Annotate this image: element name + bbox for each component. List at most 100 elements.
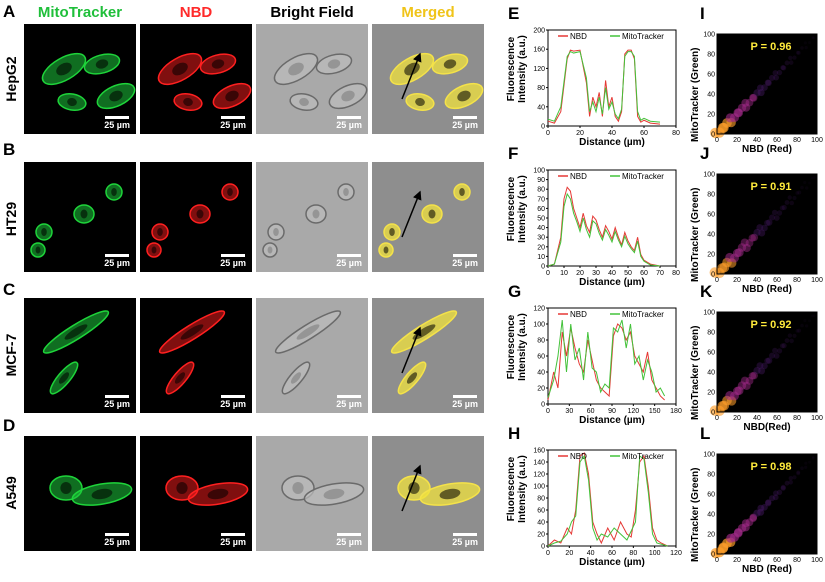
density-mark [772,347,778,354]
density-mark [788,55,793,61]
density-mark [734,248,744,257]
micrograph-a549-merged: 25 µm [372,436,484,551]
panel-letter-i: I [700,4,705,23]
x-axis-label: NBD(Red) [743,422,790,433]
density-mark [810,176,814,180]
density-mark [787,333,793,338]
y-tick-label: 80 [707,192,715,199]
density-mark [750,233,759,242]
panel-letter-f: F [508,144,519,163]
density-mark [812,176,816,179]
scale-bar-line [453,533,478,536]
x-tick-label: 80 [629,550,637,557]
pearson-coefficient: P = 0.91 [750,181,791,193]
x-tick-label: 60 [773,415,781,422]
cell-nucleus [406,372,418,384]
density-mark [766,219,773,226]
x-tick-label: 20 [576,130,584,137]
density-mark [772,70,779,76]
x-tick-label: 90 [608,408,616,415]
density-mark [765,79,772,87]
y-tick-label: 70 [537,196,545,203]
x-tick-label: 10 [560,270,568,277]
x-tick-label: 0 [715,557,719,564]
scale-bar-line [453,116,478,119]
cell-nucleus [341,90,355,102]
x-tick-label: 40 [753,415,761,422]
cell-nucleus [290,372,302,384]
density-mark [792,475,797,480]
scale-bar-line [221,254,246,257]
density-mark [758,229,766,237]
x-tick-label: 0 [715,137,719,144]
density-mark [803,180,807,185]
legend-label: NBD [570,172,587,181]
density-mark [789,200,795,206]
scale-bar: 25 µm [104,254,130,268]
cell-nucleus [56,62,72,76]
scale-bar-label: 25 µm [220,120,246,130]
cell-nucleus [174,372,186,384]
y-tick-label: 20 [707,390,715,397]
cell-nucleus [296,324,320,340]
y-tick-label: 0 [541,264,545,271]
row-label-a549: A549 [3,476,19,510]
heatmap-k: 0 20 40 60 80 100 0 20 40 60 80 100 P = 0.92 NBD(Red) [703,310,823,434]
x-tick-label: 60 [587,408,595,415]
cell-nucleus [95,59,109,69]
y-tick-label: 0 [711,552,715,559]
density-mark [781,204,787,211]
density-mark [745,518,754,527]
density-mark [781,65,787,71]
density-mark [732,248,742,258]
density-mark [789,338,794,344]
cell-nucleus [267,246,273,254]
x-tick-label: 60 [773,557,781,564]
y-axis-label: Fluorescence Intensity (a.u.) [506,35,528,103]
cell-nucleus [225,90,239,102]
density-mark [805,186,809,190]
x-tick-label: 100 [811,277,823,284]
scale-bar: 25 µm [104,533,130,547]
y-tick-label: 60 [707,350,715,357]
density-mark [812,314,816,317]
density-mark [757,89,765,97]
scale-bar-line [105,395,130,398]
density-mark [769,352,775,359]
row-label-hepg2: HepG2 [3,56,19,102]
cell-nucleus [415,97,425,107]
density-mark [745,377,754,385]
line-chart-g: 0 30 60 90 120 150 180 0 20 40 60 80 100 120 NBD MitoTr… [533,306,682,427]
density-mark [749,513,757,521]
series-line-nbd [547,323,665,401]
density-mark [753,89,761,97]
micrograph-hepg2-mitotracker: 25 µm [24,24,136,134]
density-mark [764,219,771,227]
y-tick-label: 80 [537,496,545,503]
y-tick-label: 200 [533,28,545,35]
x-tick-label: 80 [672,270,680,277]
x-tick-label: 100 [811,557,823,564]
density-mark [756,362,764,369]
density-mark [780,485,786,491]
density-mark [761,224,768,232]
y-tick-label: 90 [537,177,545,184]
x-tick-label: 100 [649,550,661,557]
density-mark [780,65,786,71]
scale-bar: 25 µm [336,254,362,268]
micrograph-ht29-bright-field: 25 µm [256,162,368,272]
density-mark [812,456,815,459]
cell-nucleus [60,482,72,494]
density-mark [784,60,790,66]
scale-bar-line [337,395,362,398]
y-tick-label: 20 [707,532,715,539]
y-axis-label: Fluorescence Intensity (a.u.) [506,175,528,243]
y-tick-label: 80 [537,187,545,194]
x-tick-label: 0 [715,415,719,422]
density-mark [796,471,801,476]
density-mark [772,494,779,501]
density-mark [742,381,751,390]
plot-frame [547,169,677,267]
y-tick-label: 40 [707,370,715,377]
density-mark [773,490,779,496]
